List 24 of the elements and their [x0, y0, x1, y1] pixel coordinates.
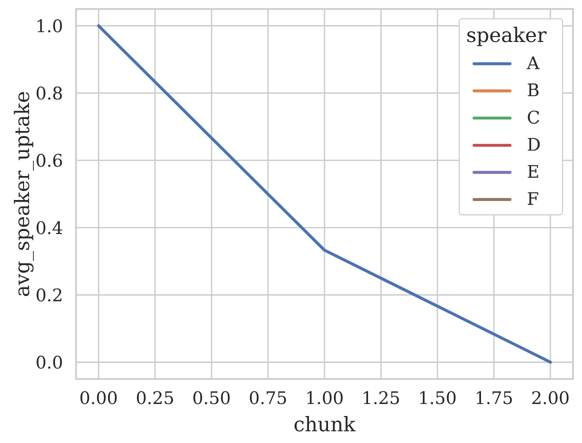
- x-tick-label: 0.25: [136, 391, 174, 404]
- legend-label: A: [526, 56, 540, 70]
- y-tick-label: 0.8: [36, 86, 62, 100]
- legend-label: C: [528, 110, 540, 124]
- x-tick-label: 1.25: [364, 391, 399, 404]
- y-tick-label: 0.4: [36, 221, 62, 234]
- x-tick-label: 1.50: [420, 391, 456, 404]
- legend-label: F: [528, 192, 538, 205]
- legend-label: E: [528, 165, 538, 178]
- x-tick-label: 0.75: [250, 391, 286, 404]
- y-tick-label: 0.2: [36, 288, 62, 302]
- x-axis-title: chunk: [294, 416, 356, 432]
- y-tick-label: 0.0: [36, 356, 62, 369]
- legend-title: speaker: [467, 26, 547, 46]
- x-tick-label: 1.75: [476, 391, 512, 404]
- y-tick-label: 0.6: [36, 154, 62, 167]
- y-tick-label: 1.0: [38, 19, 62, 32]
- y-axis-title: avg_speaker_uptake: [14, 92, 34, 296]
- x-tick-label: 2.00: [532, 391, 569, 404]
- legend-label: B: [528, 84, 539, 96]
- legend-label: D: [528, 138, 540, 151]
- x-tick-label: 0.00: [80, 391, 117, 404]
- x-tick-label: 1.00: [307, 391, 343, 404]
- x-tick-label: 0.50: [193, 391, 230, 404]
